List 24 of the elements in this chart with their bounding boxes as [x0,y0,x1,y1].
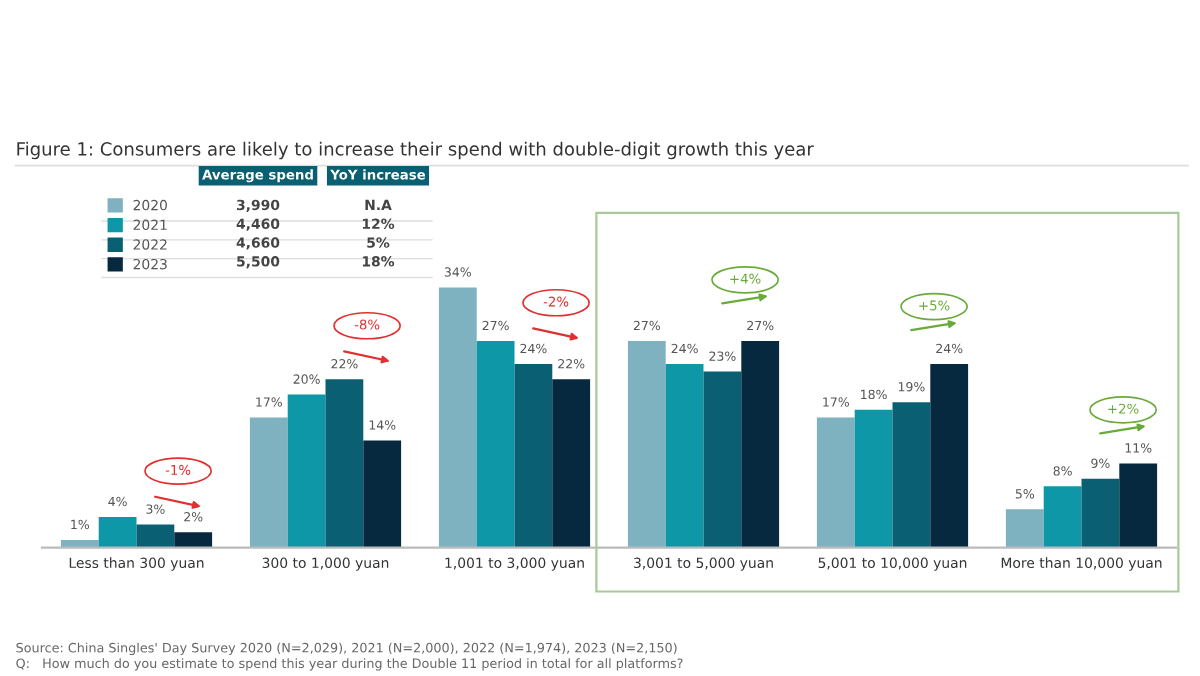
bar [249,417,288,548]
bar [1119,463,1158,548]
bar [854,409,893,548]
bar [287,394,326,548]
bar [363,440,402,548]
bar [741,341,780,548]
bar [552,379,591,548]
bar [136,524,175,548]
bar [892,402,931,548]
bar [627,341,666,548]
bar [1005,509,1044,548]
bar [665,363,704,548]
chart-title: Figure 1: Consumers are likely to increase their spend with double-digit growth this year [17,141,814,160]
bar [325,379,364,548]
bar [514,363,553,548]
bar [98,516,137,548]
bar [930,363,969,548]
bar [476,341,515,548]
bar [174,532,213,548]
bar [816,417,855,548]
bar [1081,478,1120,548]
bar [703,371,742,548]
bar [1043,486,1082,548]
bar [438,287,477,548]
